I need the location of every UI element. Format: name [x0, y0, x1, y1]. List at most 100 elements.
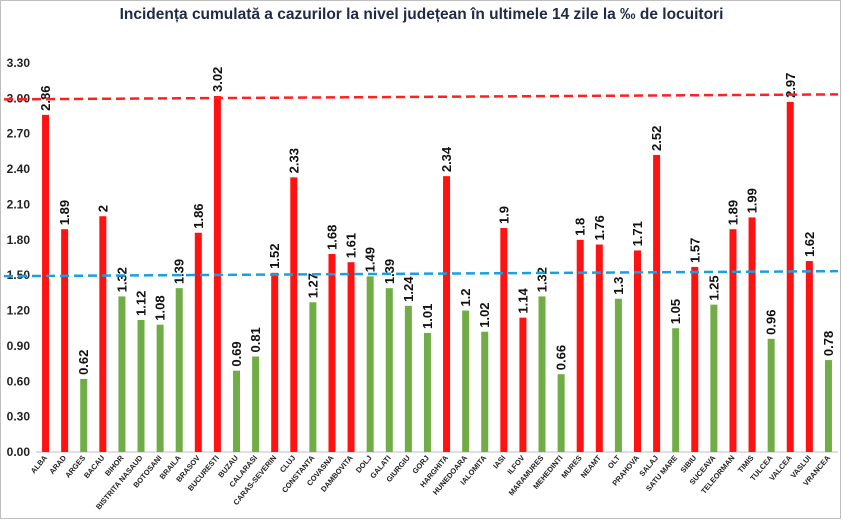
bar [672, 328, 680, 452]
bar [805, 261, 813, 452]
value-label: 2.34 [439, 146, 454, 172]
value-label: 1.39 [172, 259, 187, 284]
bar [691, 266, 699, 452]
value-label: 1.02 [477, 302, 492, 327]
y-tick-label: 3.30 [7, 56, 31, 70]
y-tick-label: 1.20 [7, 304, 31, 318]
bar [328, 253, 336, 452]
bar [653, 154, 661, 452]
value-label: 1.25 [706, 275, 721, 300]
bar [404, 305, 412, 452]
y-tick-label: 0.60 [7, 374, 31, 388]
bar [710, 304, 718, 452]
value-label: 1.76 [592, 215, 607, 240]
bar [309, 302, 317, 452]
bar [175, 288, 183, 452]
bar [519, 317, 527, 452]
value-label: 1.61 [344, 233, 359, 258]
y-tick-label: 1.80 [7, 233, 31, 247]
bar [576, 239, 584, 452]
bar [595, 244, 603, 452]
y-tick-label: 0.90 [7, 339, 31, 353]
bar [80, 378, 88, 452]
value-label: 1.71 [630, 221, 645, 246]
value-label: 2.33 [286, 148, 301, 173]
chart-title: Incidența cumulată a cazurilor la nivel … [119, 6, 724, 23]
bar [500, 228, 508, 452]
value-label: 1.08 [153, 295, 168, 320]
value-label: 1.12 [134, 291, 149, 316]
category-label: BACAU [82, 454, 106, 481]
bar [61, 229, 69, 452]
value-label: 0.69 [229, 341, 244, 366]
value-label: 1.2 [458, 288, 473, 306]
bar [366, 276, 374, 452]
bar [290, 177, 298, 452]
y-tick-label: 2.70 [7, 127, 31, 141]
y-tick-label: 0.30 [7, 410, 31, 424]
value-label: 1.01 [420, 304, 435, 329]
category-label: NEAMT [579, 453, 603, 480]
value-label: 1.99 [745, 188, 760, 213]
bar [99, 216, 107, 452]
value-label: 2 [95, 205, 110, 212]
value-label: 0.96 [764, 310, 779, 335]
value-label: 1.39 [382, 259, 397, 284]
bar [271, 272, 279, 452]
value-label: 1.32 [114, 267, 129, 292]
value-label: 1.57 [687, 238, 702, 263]
value-label: 1.89 [725, 200, 740, 225]
bar [118, 296, 126, 452]
value-label: 1.62 [802, 232, 817, 257]
bar [481, 331, 489, 452]
value-label: 2.86 [38, 86, 53, 111]
value-label: 2.97 [783, 73, 798, 98]
bar [233, 370, 240, 452]
value-label: 1.24 [401, 276, 416, 302]
value-label: 1.52 [267, 244, 282, 269]
bar [748, 217, 756, 452]
bar [194, 232, 202, 452]
category-label: OLT [606, 453, 622, 470]
bar [347, 262, 355, 452]
y-tick-label: 2.40 [7, 162, 31, 176]
category-label: IASI [491, 454, 507, 471]
bar [786, 101, 794, 453]
value-label: 0.66 [554, 345, 569, 370]
value-label: 3.02 [210, 67, 225, 92]
bar [557, 374, 565, 452]
bar [767, 338, 775, 452]
bar [729, 229, 737, 452]
bar [423, 332, 431, 452]
bar [614, 298, 622, 452]
value-label: 2.52 [649, 126, 664, 151]
value-label: 1.86 [191, 203, 206, 228]
bar [824, 360, 832, 452]
bar [443, 176, 451, 452]
value-label: 0.78 [821, 331, 836, 356]
value-label: 1.8 [573, 218, 588, 236]
bar [538, 296, 546, 452]
threshold-line-3 [3, 93, 839, 101]
bar [462, 310, 470, 452]
bar [137, 319, 145, 452]
value-label: 1.05 [668, 299, 683, 324]
value-label: 1.49 [363, 247, 378, 272]
bar [634, 250, 641, 452]
value-label: 1.68 [324, 225, 339, 250]
value-label: 1.3 [611, 277, 626, 295]
value-label: 1.14 [515, 288, 530, 314]
value-label: 1.27 [305, 273, 320, 298]
y-tick-label: 2.10 [7, 197, 31, 211]
bar [42, 114, 50, 453]
bar [385, 288, 393, 452]
value-label: 1.32 [535, 267, 550, 292]
category-label: ALBA [29, 453, 50, 475]
bar [252, 356, 260, 452]
value-label: 0.81 [248, 327, 263, 352]
value-label: 1.89 [57, 200, 72, 225]
bar [156, 324, 164, 452]
y-tick-label: 0.00 [7, 445, 31, 459]
